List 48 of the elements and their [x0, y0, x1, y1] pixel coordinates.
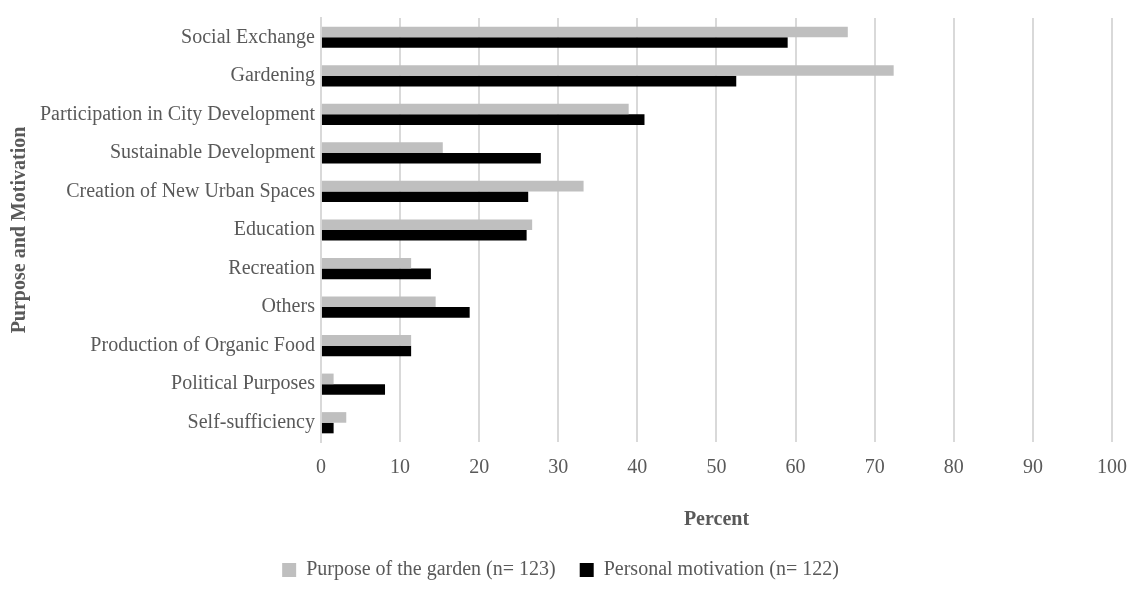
- x-tick-label: 100: [1097, 455, 1127, 478]
- bar: [321, 345, 412, 357]
- bar: [321, 296, 436, 308]
- y-tick-label: Social Exchange: [181, 24, 316, 48]
- y-tick-label: Creation of New Urban Spaces: [66, 178, 316, 202]
- x-tick-label: 0: [315, 455, 326, 478]
- bar: [321, 180, 584, 192]
- y-axis-title: Purpose and Motivation: [7, 126, 31, 334]
- y-tick-label: Production of Organic Food: [90, 332, 315, 356]
- x-tick-label: 10: [390, 455, 411, 478]
- bar: [321, 191, 529, 203]
- y-tick-label: Recreation: [228, 255, 315, 278]
- x-axis-title: Percent: [683, 507, 750, 530]
- bar: [321, 373, 334, 385]
- x-tick-label: 40: [627, 455, 648, 478]
- bar: [321, 152, 541, 164]
- y-tick-label: Gardening: [230, 63, 315, 87]
- bar: [321, 384, 386, 395]
- legend-label: Purpose of the garden (n= 123): [306, 557, 556, 581]
- bar: [321, 307, 470, 318]
- bar: [321, 103, 629, 115]
- x-tick-label: 90: [1022, 455, 1043, 478]
- x-tick-label: 50: [706, 455, 727, 478]
- x-tick-label: 80: [943, 455, 964, 478]
- bar: [321, 219, 533, 230]
- x-tick-label: 30: [548, 455, 569, 478]
- legend-label: Personal motivation (n= 122): [603, 557, 839, 581]
- y-tick-label: Education: [233, 217, 315, 240]
- y-tick-label: Political Purposes: [171, 371, 316, 395]
- bar: [321, 65, 894, 76]
- x-tick-label: 70: [864, 455, 885, 478]
- x-tick-label: 20: [469, 455, 490, 478]
- bar: [321, 37, 788, 48]
- y-tick-label: Sustainable Development: [110, 140, 316, 164]
- x-tick-label: 60: [785, 455, 806, 478]
- bar: [321, 142, 443, 153]
- y-tick-label: Others: [261, 294, 316, 317]
- bar: [321, 422, 334, 434]
- bar: [321, 26, 848, 38]
- bar: [321, 335, 412, 346]
- bar: [321, 412, 347, 423]
- bar: [321, 257, 412, 269]
- bar: [321, 114, 645, 125]
- bar: [321, 75, 737, 87]
- bar: [321, 268, 431, 280]
- y-tick-label: Participation in City Development: [40, 101, 316, 125]
- y-tick-label: Self-sufficiency: [187, 409, 315, 433]
- bar: [321, 230, 527, 241]
